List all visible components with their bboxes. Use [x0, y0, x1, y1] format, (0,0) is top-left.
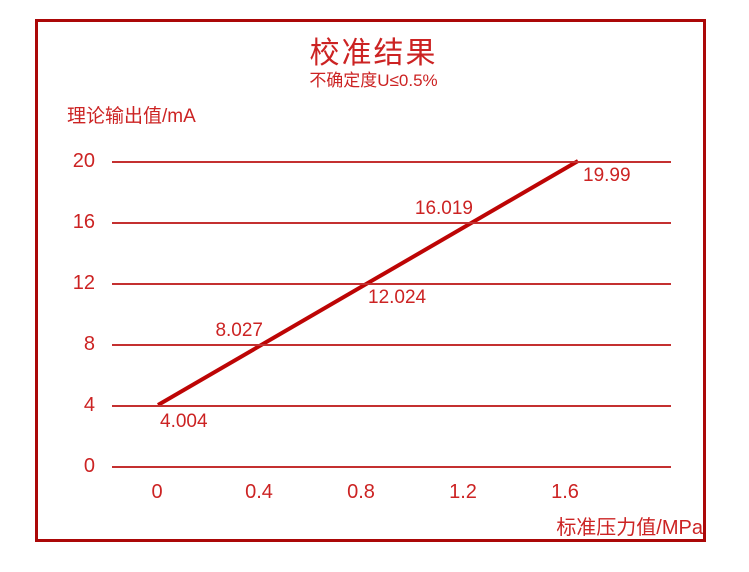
chart-subtitle: 不确定度U≤0.5% [309, 71, 438, 90]
point-label: 12.024 [368, 287, 427, 308]
x-tick-label: 1.2 [449, 481, 477, 503]
point-label: 4.004 [160, 411, 208, 432]
point-label: 19.99 [583, 165, 631, 186]
x-tick-label: 0 [151, 481, 163, 503]
x-tick-label: 1.6 [551, 481, 579, 503]
y-tick-label: 0 [83, 455, 95, 477]
y-tick-label: 4 [83, 394, 95, 416]
x-axis-title: 标准压力值/MPa [556, 517, 703, 539]
gridline-y0 [112, 466, 671, 468]
y-axis-title: 理论输出值/mA [67, 106, 196, 127]
gridline-y20 [112, 161, 671, 163]
gridline-y8 [112, 344, 671, 346]
gridline-y16 [112, 222, 671, 224]
y-tick-label: 16 [72, 211, 95, 233]
gridline-y12 [112, 283, 671, 285]
chart-frame [35, 19, 706, 542]
x-tick-label: 0.4 [245, 481, 273, 503]
point-label: 16.019 [414, 198, 473, 219]
point-label: 8.027 [215, 320, 263, 341]
x-tick-label: 0.8 [347, 481, 375, 503]
y-tick-label: 20 [72, 150, 95, 172]
chart-title: 校准结果 [309, 37, 438, 70]
gridline-y4 [112, 405, 671, 407]
y-tick-label: 12 [72, 272, 95, 294]
y-tick-label: 8 [83, 333, 95, 355]
